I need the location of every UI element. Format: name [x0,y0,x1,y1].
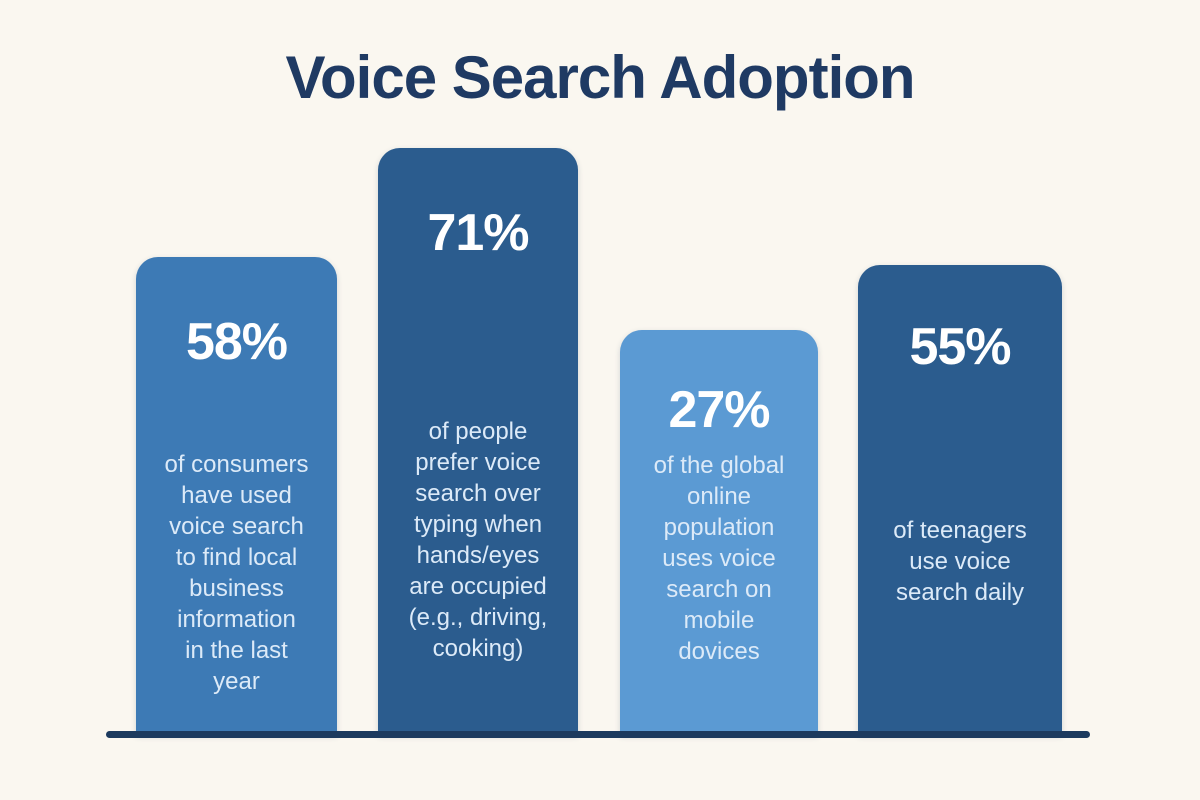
bar-value-label: 55% [909,318,1011,376]
bar-value-label: 27% [668,381,770,439]
chart-title: Voice Search Adoption [285,44,915,111]
baseline-axis [106,731,1090,738]
bar-description: of teenagers use voice search daily [893,517,1027,606]
bar-value-label: 71% [427,204,529,262]
bar-consumers-local-business: 58% of consumers have used voice search … [136,257,337,735]
bar-prefer-voice-over-typing: 71% of people prefer voice search over t… [378,148,578,735]
bar-description: of the global online population uses voi… [653,452,785,665]
bar-teenagers-daily: 55% of teenagers use voice search daily [858,265,1062,735]
bar-value-label: 58% [185,313,288,371]
bar-description: of people prefer voice search over typin… [408,418,548,662]
bar-description: of consumers have used voice search to f… [164,451,309,695]
bar-global-online-mobile: 27% of the global online population uses… [620,330,818,735]
